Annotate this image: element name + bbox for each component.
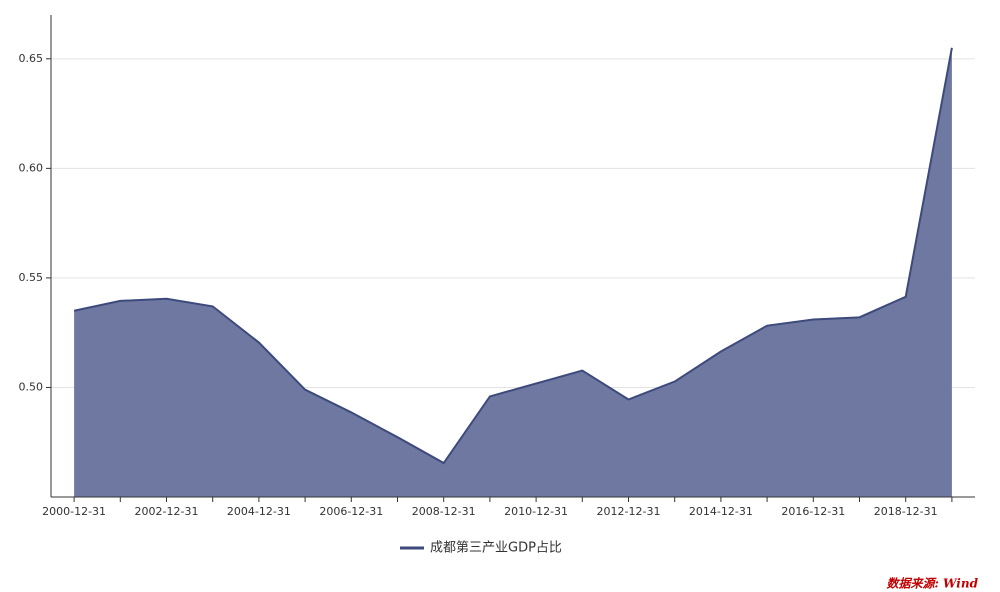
y-tick-label: 0.50 (19, 380, 44, 393)
x-tick-label: 2014-12-31 (689, 505, 753, 518)
area-line (73, 47, 953, 465)
x-tick-label: 2002-12-31 (135, 505, 199, 518)
x-tick-label: 2006-12-31 (319, 505, 383, 518)
legend-label: 成都第三产业GDP占比 (430, 541, 562, 556)
y-tick-label: 0.65 (19, 52, 44, 65)
y-tick-label: 0.55 (19, 271, 44, 284)
x-tick-label: 2010-12-31 (504, 505, 568, 518)
source-note: 数据来源: Wind (886, 577, 978, 591)
x-tick-label: 2012-12-31 (597, 505, 661, 518)
x-tick-label: 2018-12-31 (874, 505, 938, 518)
x-tick-label: 2016-12-31 (781, 505, 845, 518)
x-tick-label: 2000-12-31 (42, 505, 106, 518)
x-tick-label: 2004-12-31 (227, 505, 291, 518)
area-fill (74, 47, 952, 497)
x-tick-label: 2008-12-31 (412, 505, 476, 518)
y-tick-label: 0.60 (19, 161, 44, 174)
